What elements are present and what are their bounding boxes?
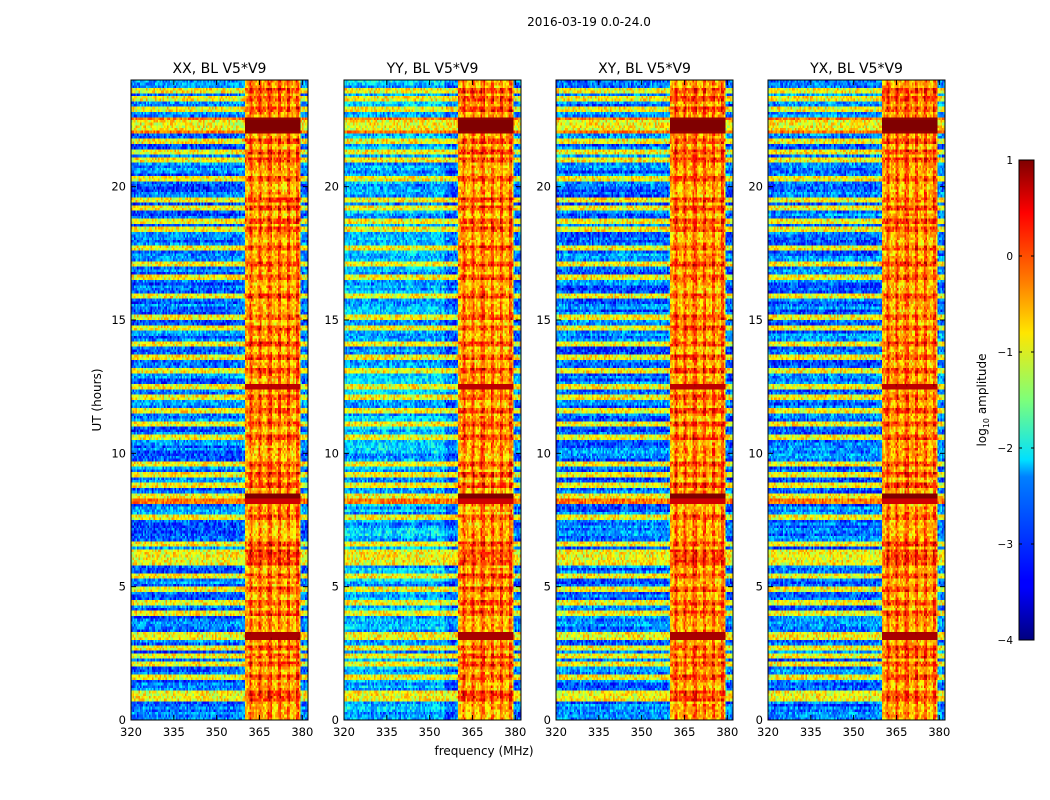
x-tick-label: 380 xyxy=(716,725,738,739)
panel-frame xyxy=(343,79,522,721)
y-tick-label: 5 xyxy=(332,580,339,594)
y-tick-label: 5 xyxy=(119,580,126,594)
panel-1: XX, BL V5*V9 320 335 350 365 380 0 5 10 15 20 xyxy=(111,61,313,739)
x-tick-label: 350 xyxy=(843,725,865,739)
x-tick-label: 335 xyxy=(163,725,185,739)
y-tick-label: 10 xyxy=(111,446,126,460)
y-tick-label: 5 xyxy=(756,580,763,594)
panel-title: XY, BL V5*V9 xyxy=(598,61,691,77)
x-tick-label: 365 xyxy=(673,725,695,739)
y-tick-label: 20 xyxy=(748,180,763,194)
y-tick-label: 15 xyxy=(324,313,339,327)
x-tick-label: 320 xyxy=(333,725,355,739)
y-tick-label: 0 xyxy=(544,713,551,727)
y-tick-label: 0 xyxy=(332,713,339,727)
y-tick-label: 20 xyxy=(536,180,551,194)
x-tick-label: 350 xyxy=(419,725,441,739)
x-tick-label: 380 xyxy=(928,725,950,739)
y-tick-label: 10 xyxy=(748,446,763,460)
y-tick-label: 0 xyxy=(119,713,126,727)
y-tick-label: 15 xyxy=(111,313,126,327)
x-tick-label: 380 xyxy=(291,725,313,739)
x-tick-label: 365 xyxy=(248,725,270,739)
heatmap-1 xyxy=(131,80,308,720)
y-tick-label: 5 xyxy=(544,580,551,594)
y-tick-label: 15 xyxy=(748,313,763,327)
colorbar: 1 0 −1 −2 −3 −4 log10 amplitude xyxy=(975,155,1035,647)
suptitle: 2016-03-19 0.0-24.0 xyxy=(527,15,651,29)
x-tick-label: 320 xyxy=(545,725,567,739)
x-tick-label: 365 xyxy=(461,725,483,739)
heatmap-2 xyxy=(344,80,521,720)
panel-title: XX, BL V5*V9 xyxy=(173,61,267,77)
y-tick-label: 10 xyxy=(324,446,339,460)
panel-2: YY, BL V5*V9 320 335 350 365 380 0 5 10 15 20 xyxy=(324,61,526,739)
heatmap-3 xyxy=(556,80,733,720)
y-tick-label: 20 xyxy=(324,180,339,194)
x-tick-label: 335 xyxy=(376,725,398,739)
x-tick-label: 320 xyxy=(757,725,779,739)
panel-frame xyxy=(130,79,309,721)
panel-frame xyxy=(767,79,946,721)
colorbar-tick-label: −4 xyxy=(998,635,1014,647)
y-tick-label: 20 xyxy=(111,180,126,194)
x-tick-label: 380 xyxy=(504,725,526,739)
y-tick-label: 15 xyxy=(536,313,551,327)
panel-frame xyxy=(555,79,734,721)
panel-3: XY, BL V5*V9 320 335 350 365 380 0 5 10 15 20 xyxy=(536,61,738,739)
panel-title: YX, BL V5*V9 xyxy=(809,61,903,77)
x-tick-label: 365 xyxy=(885,725,907,739)
x-tick-label: 335 xyxy=(588,725,610,739)
x-tick-label: 350 xyxy=(206,725,228,739)
y-tick-label: 10 xyxy=(536,446,551,460)
colorbar-label: log10 amplitude xyxy=(975,354,991,447)
x-tick-label: 335 xyxy=(800,725,822,739)
panel-title: YY, BL V5*V9 xyxy=(386,61,479,77)
heatmap-4 xyxy=(768,80,945,720)
x-axis-label: frequency (MHz) xyxy=(434,744,533,758)
colorbar-gradient xyxy=(1018,159,1035,641)
x-tick-label: 350 xyxy=(631,725,653,739)
colorbar-tick-label: −2 xyxy=(998,443,1013,455)
colorbar-tick-label: −1 xyxy=(998,347,1013,359)
colorbar-tick-label: −3 xyxy=(998,539,1013,551)
colorbar-tick-label: 1 xyxy=(1006,155,1013,167)
y-tick-label: 0 xyxy=(756,713,763,727)
y-axis-label: UT (hours) xyxy=(90,368,104,431)
x-tick-label: 320 xyxy=(120,725,142,739)
colorbar-tick-label: 0 xyxy=(1006,251,1013,263)
panel-4: YX, BL V5*V9 320 335 350 365 380 0 5 10 15 20 xyxy=(748,61,950,739)
